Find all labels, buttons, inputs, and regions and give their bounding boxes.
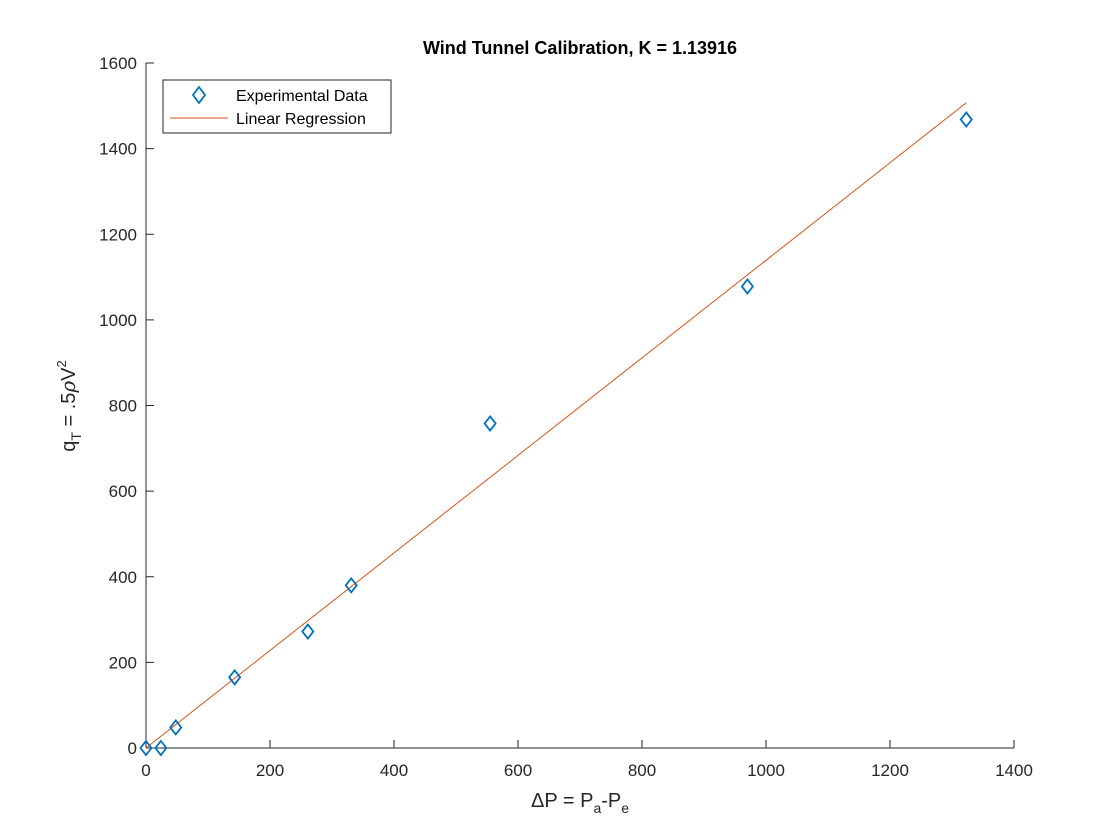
- x-axis-label: ΔP = Pa-Pe: [531, 790, 629, 816]
- y-tick-label: 400: [109, 568, 137, 587]
- x-tick-label: 800: [628, 761, 656, 780]
- data-point-diamond: [139, 739, 153, 757]
- x-tick-label: 1400: [995, 761, 1033, 780]
- legend-diamond-marker: [191, 85, 207, 105]
- x-tick-label: 200: [256, 761, 284, 780]
- legend-label-experimental: Experimental Data: [236, 88, 368, 105]
- y-axis-label: qT = .5ρV2: [54, 360, 84, 452]
- data-point-diamond: [154, 739, 168, 757]
- x-tick-label: 1200: [871, 761, 909, 780]
- data-point-diamond: [740, 278, 755, 295]
- regression-line: [145, 102, 967, 749]
- legend: Experimental Data Linear Regression: [162, 79, 392, 134]
- y-tick-label: 0: [128, 739, 137, 758]
- plot-area: 0 200 400 600 800 1000 1200 1400 0 200 400 600 800 10…: [99, 54, 1033, 780]
- y-tick-label: 1600: [99, 54, 137, 73]
- y-tick-label: 1200: [99, 225, 137, 244]
- y-tick-label: 1400: [99, 140, 137, 159]
- y-tick-label: 600: [109, 482, 137, 501]
- chart-title: Wind Tunnel Calibration, K = 1.13916: [423, 38, 737, 58]
- x-tick-label: 600: [504, 761, 532, 780]
- x-tick-label: 1000: [747, 761, 785, 780]
- data-point-diamond: [483, 415, 497, 432]
- data-point-diamond: [169, 718, 183, 736]
- legend-label-regression: Linear Regression: [236, 111, 366, 128]
- y-tick-label: 800: [109, 397, 137, 416]
- data-point-diamond: [344, 576, 358, 594]
- y-tick-label: 200: [109, 653, 137, 672]
- x-tick-label: 0: [141, 761, 150, 780]
- x-tick-label: 400: [380, 761, 408, 780]
- y-tick-label: 1000: [99, 311, 137, 330]
- data-point-diamond: [301, 623, 315, 641]
- data-point-diamond: [959, 111, 973, 128]
- data-point-diamond: [228, 668, 242, 686]
